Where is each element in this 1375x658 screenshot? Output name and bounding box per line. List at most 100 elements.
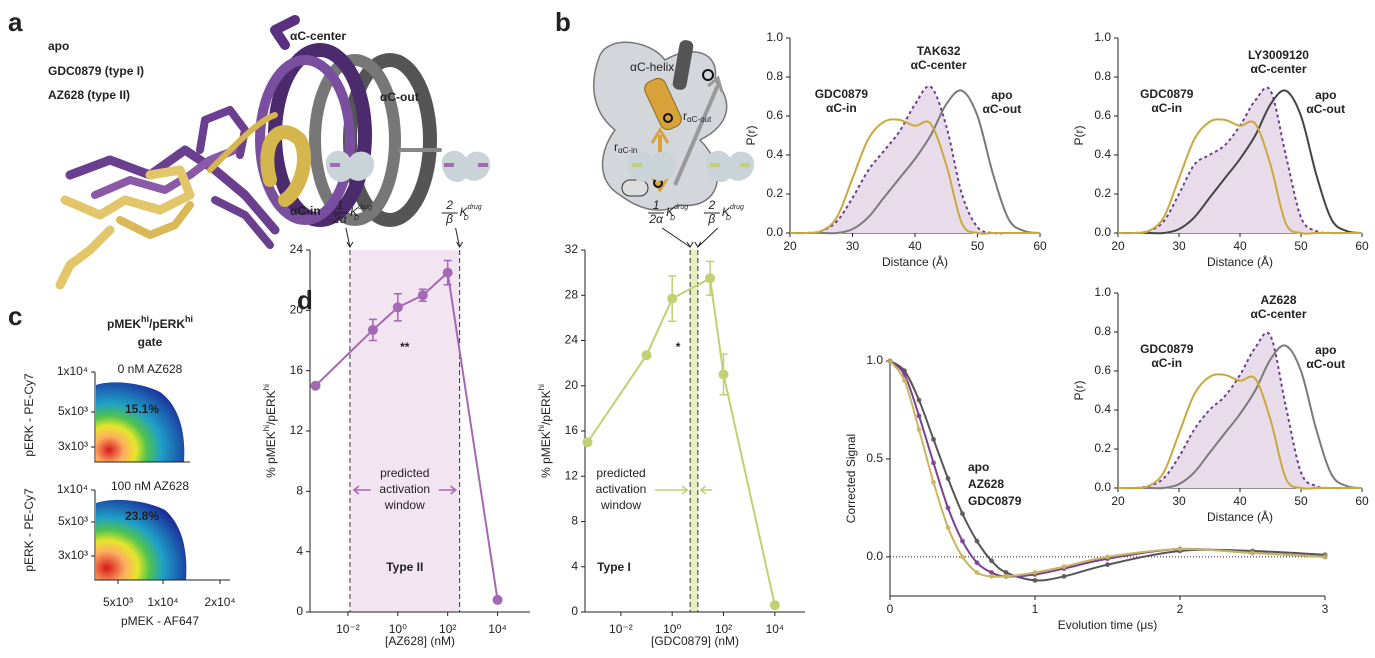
window-text: window bbox=[600, 498, 641, 512]
k: K bbox=[460, 205, 469, 219]
x-tick-label: 1x10⁴ bbox=[147, 595, 178, 609]
y-tick-label: 1x10⁴ bbox=[57, 482, 88, 496]
panel-label: a bbox=[8, 7, 23, 37]
label-part: /pERK bbox=[264, 390, 278, 425]
data-point bbox=[641, 350, 652, 361]
y-axis-label: P(r) bbox=[744, 126, 758, 146]
series-label: apo bbox=[1315, 88, 1336, 102]
r-subscript: αC-out bbox=[687, 115, 712, 124]
x-tick-label: 10⁴ bbox=[488, 622, 507, 636]
x-axis-label: Distance (Å) bbox=[882, 254, 948, 269]
series-line bbox=[1117, 373, 1362, 490]
window-shade bbox=[349, 250, 460, 612]
label-part: hi bbox=[262, 384, 271, 390]
series-line bbox=[789, 85, 1040, 235]
distance-label: rαC-out bbox=[683, 109, 712, 124]
y-tick-label: 0.2 bbox=[1094, 186, 1111, 200]
y-tick-label: 0.4 bbox=[1094, 147, 1111, 161]
r-symbol: r bbox=[614, 140, 618, 154]
kd-arrow bbox=[694, 227, 719, 248]
y-tick-label: 1.0 bbox=[1094, 285, 1111, 299]
k-sup: drug bbox=[468, 204, 482, 211]
y-tick-label: 0 bbox=[296, 604, 303, 618]
series-line bbox=[314, 270, 499, 601]
x-tick-label: 30 bbox=[1172, 494, 1186, 508]
y-tick-label: 12 bbox=[290, 423, 304, 437]
label-part: /pERK bbox=[539, 390, 553, 425]
data-point bbox=[1105, 562, 1110, 568]
title-part: pMEK bbox=[107, 317, 141, 331]
y-tick-label: 1.0 bbox=[866, 353, 883, 367]
data-point bbox=[931, 436, 936, 442]
y-axis-label: P(r) bbox=[1072, 381, 1086, 401]
y-axis-label: P(r) bbox=[1072, 126, 1086, 146]
series-line bbox=[789, 118, 1040, 235]
x-tick-label: 10⁻² bbox=[336, 622, 360, 636]
helix-label: αC-in bbox=[290, 204, 321, 218]
data-point bbox=[769, 600, 780, 611]
data-point bbox=[960, 511, 965, 517]
x-tick-label: 40 bbox=[1233, 239, 1247, 253]
data-point bbox=[916, 413, 922, 419]
x-tick-label: 5x10³ bbox=[103, 595, 133, 609]
x-tick-label: 10² bbox=[715, 622, 732, 636]
x-axis-label: [AZ628] (nM) bbox=[385, 634, 455, 648]
helix-label: αC-helix bbox=[630, 60, 674, 74]
legend-entry: apo bbox=[48, 39, 69, 53]
y-tick-label: 0.8 bbox=[1094, 324, 1111, 338]
kd-den: β bbox=[707, 212, 715, 226]
title-part: hi bbox=[141, 314, 149, 324]
data-point bbox=[916, 427, 922, 433]
x-axis-label: Evolution time (μs) bbox=[1058, 618, 1158, 632]
title-part: hi bbox=[185, 314, 193, 324]
panel-label: c bbox=[8, 301, 22, 331]
series-label: LY3009120 bbox=[1248, 48, 1309, 62]
x-tick-label: 10² bbox=[439, 622, 456, 636]
data-point bbox=[974, 538, 980, 544]
y-tick-label: 8 bbox=[571, 514, 578, 528]
data-point bbox=[1003, 573, 1009, 579]
percent: 23.8% bbox=[125, 509, 159, 523]
y-tick-label: 28 bbox=[565, 287, 579, 301]
kd-num: 2 bbox=[445, 198, 453, 212]
k-sub: D bbox=[670, 215, 675, 222]
legend-entry: apo bbox=[968, 460, 989, 474]
gate-title: pMEKhi/pERKhi bbox=[107, 314, 193, 331]
data-point bbox=[989, 558, 994, 564]
y-tick-label: 4 bbox=[571, 559, 578, 573]
data-point bbox=[931, 479, 936, 485]
data-point bbox=[1032, 577, 1038, 583]
y-tick-label: 0.6 bbox=[1094, 108, 1111, 122]
x-tick-label: 10⁻² bbox=[609, 622, 633, 636]
series-line bbox=[1118, 89, 1363, 235]
k-sup: drug bbox=[358, 204, 372, 211]
window-arrow bbox=[352, 485, 457, 495]
window-shade bbox=[690, 250, 698, 612]
y-tick-label: 0.0 bbox=[1094, 225, 1111, 239]
y-tick-label: 4 bbox=[296, 544, 303, 558]
data-point bbox=[442, 267, 453, 278]
series-label: αC-in bbox=[1151, 356, 1182, 370]
x-axis-label: pMEK - AF647 bbox=[121, 614, 199, 628]
data-point bbox=[367, 324, 378, 335]
series-label: GDC0879 bbox=[815, 87, 869, 101]
series-line bbox=[586, 276, 776, 606]
window-text: predicted bbox=[380, 466, 429, 480]
x-tick-label: 20 bbox=[1111, 494, 1125, 508]
r-symbol: r bbox=[683, 109, 687, 123]
k: K bbox=[666, 205, 675, 219]
y-axis-label: % pMEKhi/pERKhi bbox=[537, 384, 553, 478]
y-tick-label: 1x10⁴ bbox=[57, 364, 88, 378]
legend-entry: GDC0879 (type I) bbox=[48, 64, 144, 78]
series-label: αC-out bbox=[983, 102, 1022, 116]
kd-arrow bbox=[345, 227, 354, 248]
kd-num: 1 bbox=[653, 198, 660, 212]
condition: 0 nM AZ628 bbox=[118, 362, 183, 376]
data-point bbox=[989, 573, 994, 579]
series-label: AZ628 bbox=[1260, 293, 1296, 307]
window-text: activation bbox=[596, 482, 647, 496]
y-tick-label: 0.6 bbox=[766, 108, 783, 122]
x-tick-label: 50 bbox=[971, 239, 985, 253]
y-tick-label: 24 bbox=[565, 333, 579, 347]
y-tick-label: 20 bbox=[565, 378, 579, 392]
